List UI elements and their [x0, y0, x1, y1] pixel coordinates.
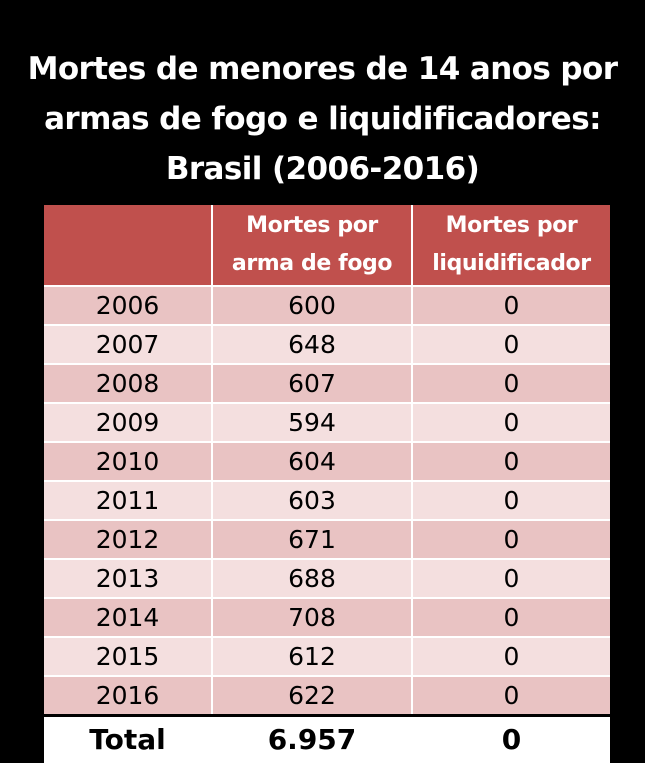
cell-blender-deaths: 0: [411, 402, 610, 443]
table-row: 2008 607 0: [44, 363, 610, 404]
table-row: 2010 604 0: [44, 441, 610, 482]
total-label: Total: [44, 714, 213, 763]
cell-year: 2016: [44, 675, 213, 717]
cell-firearm-deaths: 671: [211, 519, 413, 560]
cell-firearm-deaths: 622: [211, 675, 413, 717]
table-row: 2009 594 0: [44, 402, 610, 443]
cell-year: 2006: [44, 285, 213, 326]
title-line-3: Brasil (2006-2016): [165, 151, 480, 187]
cell-blender-deaths: 0: [411, 480, 610, 521]
table-row: 2015 612 0: [44, 636, 610, 677]
cell-firearm-deaths: 594: [211, 402, 413, 443]
cell-blender-deaths: 0: [411, 558, 610, 599]
table-row: 2007 648 0: [44, 324, 610, 365]
chart-title: Mortes de menores de 14 anos por armas d…: [0, 44, 645, 194]
cell-year: 2007: [44, 324, 213, 365]
header-firearm-deaths: Mortes por arma de fogo: [211, 205, 413, 287]
table-row: 2011 603 0: [44, 480, 610, 521]
table-row: 2014 708 0: [44, 597, 610, 638]
header-firearm-line-1: Mortes por: [246, 213, 378, 238]
cell-year: 2011: [44, 480, 213, 521]
cell-firearm-deaths: 648: [211, 324, 413, 365]
header-firearm-line-2: arma de fogo: [231, 251, 393, 276]
cell-firearm-deaths: 607: [211, 363, 413, 404]
cell-blender-deaths: 0: [411, 519, 610, 560]
cell-blender-deaths: 0: [411, 597, 610, 638]
data-table: Mortes por arma de fogo Mortes por liqui…: [44, 205, 610, 763]
cell-blender-deaths: 0: [411, 285, 610, 326]
table-row: 2006 600 0: [44, 285, 610, 326]
cell-year: 2014: [44, 597, 213, 638]
header-blender-line-2: liquidificador: [432, 251, 591, 276]
cell-blender-deaths: 0: [411, 363, 610, 404]
table-body: 2006 600 0 2007 648 0 2008 607 0 2009 594 0 2010 604 0…: [44, 285, 610, 717]
cell-firearm-deaths: 600: [211, 285, 413, 326]
total-row: Total 6.957 0: [44, 714, 610, 763]
cell-blender-deaths: 0: [411, 636, 610, 677]
cell-year: 2015: [44, 636, 213, 677]
cell-blender-deaths: 0: [411, 324, 610, 365]
cell-firearm-deaths: 604: [211, 441, 413, 482]
cell-year: 2008: [44, 363, 213, 404]
title-line-2: armas de fogo e liquidificadores:: [44, 101, 601, 137]
cell-blender-deaths: 0: [411, 675, 610, 717]
cell-year: 2012: [44, 519, 213, 560]
table-row: 2012 671 0: [44, 519, 610, 560]
title-line-1: Mortes de menores de 14 anos por: [27, 51, 618, 87]
cell-year: 2009: [44, 402, 213, 443]
cell-blender-deaths: 0: [411, 441, 610, 482]
total-blender: 0: [411, 714, 610, 763]
total-firearm: 6.957: [211, 714, 413, 763]
cell-firearm-deaths: 603: [211, 480, 413, 521]
header-blender-deaths: Mortes por liquidificador: [411, 205, 610, 287]
header-blender-line-1: Mortes por: [445, 213, 578, 238]
header-row: Mortes por arma de fogo Mortes por liqui…: [44, 205, 610, 287]
table-row: 2013 688 0: [44, 558, 610, 599]
cell-firearm-deaths: 708: [211, 597, 413, 638]
cell-firearm-deaths: 688: [211, 558, 413, 599]
header-year: [44, 205, 213, 287]
table-row: 2016 622 0: [44, 675, 610, 717]
cell-year: 2013: [44, 558, 213, 599]
cell-firearm-deaths: 612: [211, 636, 413, 677]
cell-year: 2010: [44, 441, 213, 482]
